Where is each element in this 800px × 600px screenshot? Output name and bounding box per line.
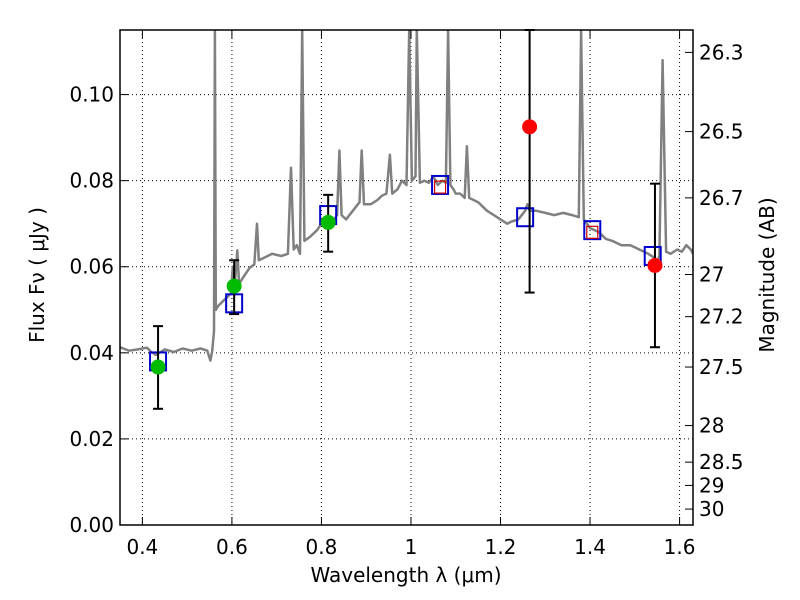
data-points [149,29,663,410]
right-tick-label: 27 [699,262,724,286]
x-tick-label: 1.4 [574,535,606,559]
right-axis-label: Magnitude (AB) [755,197,779,352]
y-tick-label: 0.04 [69,341,114,365]
model-spectrum [120,30,693,362]
x-tick-label: 1.2 [485,535,517,559]
data-point-circle [320,214,336,230]
right-tick-label: 27.5 [699,355,744,379]
grid [120,30,693,526]
y-tick-label: 0.10 [69,83,114,107]
x-tick-label: 0.8 [306,535,338,559]
x-axis-label: Wavelength λ (μm) [310,563,501,587]
x-tick-label: 1.6 [664,535,696,559]
right-tick-label: 26.7 [699,186,744,210]
right-tick-label: 28.5 [699,450,744,474]
right-tick-label: 30 [699,497,724,521]
x-tick-label: 1 [405,535,418,559]
y-tick-label: 0.06 [69,255,114,279]
plot-frame [119,29,694,526]
x-tick-label: 0.6 [216,535,248,559]
data-point-circle [522,119,538,135]
y-tick-label: 0.08 [69,169,114,193]
axes [119,29,694,526]
right-tick-label: 27.2 [699,305,744,329]
y-tick-label: 0.00 [69,513,114,537]
ticks: 0.4 0.6 0.8 1 1.2 1.4 1.6 0.00 0.02 0.04 0.06 0.08 0… [69,30,744,559]
data-point-circle [647,257,663,273]
data-point-square [583,220,602,241]
y-axis-label: Flux Fν ( μJy ) [25,207,49,343]
right-tick-label: 28 [699,414,724,438]
data-point-circle [226,278,242,294]
right-tick-label: 26.5 [699,120,744,144]
right-tick-label: 29 [699,473,724,497]
x-tick-label: 0.4 [126,535,158,559]
data-point-circle [150,359,166,375]
model-spectrum-line [120,30,693,362]
data-point-square-small [586,225,599,239]
data-point-square-small [433,180,447,194]
data-point-square [431,174,450,195]
data-point-square [516,207,535,228]
y-tick-label: 0.02 [69,427,114,451]
right-tick-label: 26.3 [699,40,744,64]
